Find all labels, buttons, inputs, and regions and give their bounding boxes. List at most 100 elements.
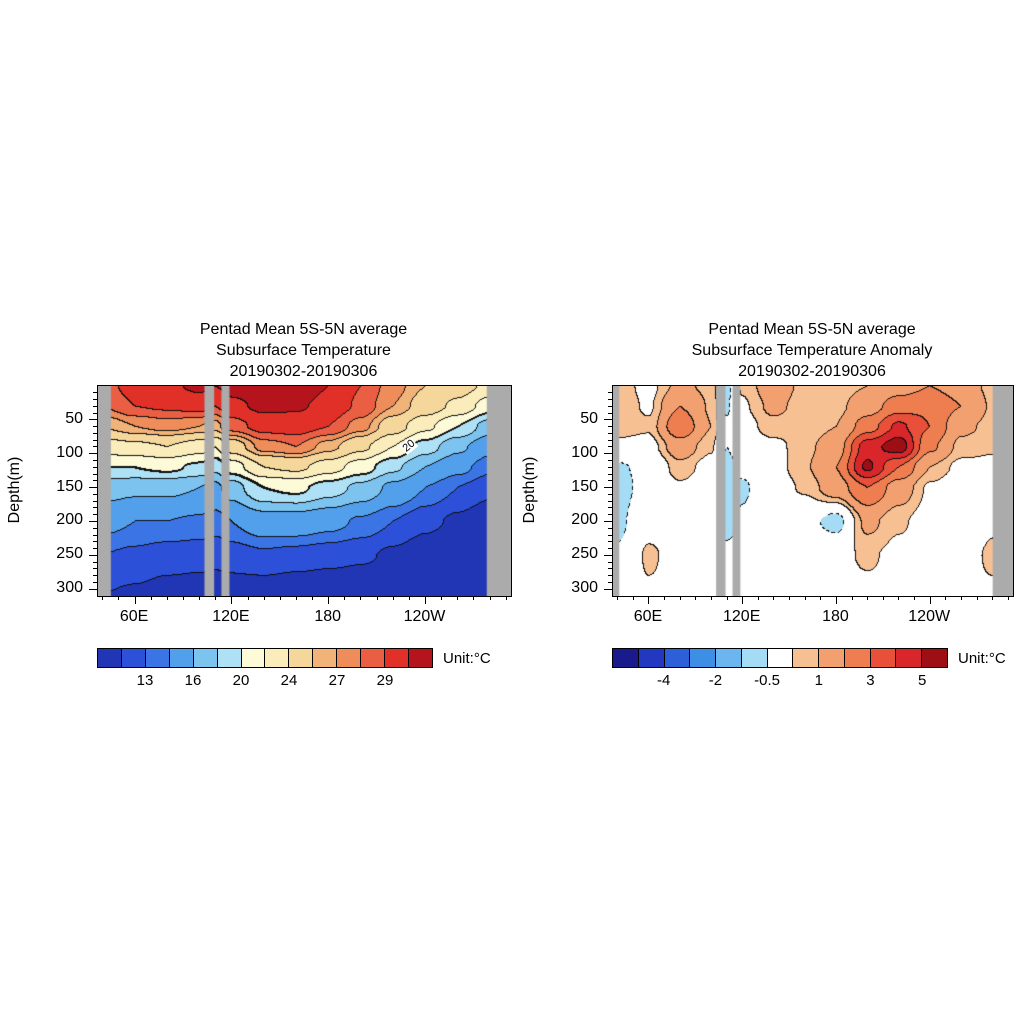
chart-title: Pentad Mean 5S-5N average Subsurface Tem… [97,319,510,382]
x-tick-label: 180 [314,608,342,625]
y-minor-tick [608,480,612,482]
colorbar-cell [360,649,385,667]
x-minor-tick [118,596,120,600]
y-minor-tick [608,527,612,529]
y-minor-tick [608,473,612,475]
colorbar-cell [637,649,664,667]
x-tick-label: 120E [723,608,761,625]
x-minor-tick [392,596,394,600]
y-minor-tick [93,412,97,414]
y-tick-label: 100 [56,443,83,461]
y-major-tick [89,588,97,590]
y-tick-label: 150 [571,477,598,495]
x-tick-label: 120W [908,608,951,625]
colorbar-tick-label: 13 [136,672,154,689]
y-minor-tick [608,575,612,577]
x-major-tick [929,596,931,604]
x-minor-tick [820,596,822,600]
y-minor-tick [93,405,97,407]
x-minor-tick [150,596,152,600]
y-major-tick [604,419,612,421]
colorbar-cell [264,649,289,667]
x-tick-label: 180 [822,608,849,625]
y-minor-tick [93,548,97,550]
colorbar-tick-label: 29 [376,672,394,689]
x-minor-tick [1007,596,1009,600]
x-minor-tick [183,596,184,600]
x-minor-tick [757,596,759,600]
y-minor-tick [608,507,612,509]
x-minor-tick [726,596,728,600]
x-tick-label: 120W [403,608,446,625]
y-minor-tick [93,460,97,462]
colorbar-cell [98,649,121,667]
anomaly-contour-canvas [613,386,1013,596]
y-minor-tick [608,399,612,401]
colorbar-cell [740,649,767,667]
x-minor-tick [344,596,346,600]
x-tick-label: 60E [633,608,663,625]
y-major-tick [89,453,97,455]
y-minor-tick [608,439,612,441]
x-minor-tick [617,596,619,600]
colorbar-tick-label: 16 [184,672,202,689]
y-minor-tick [93,527,97,529]
x-minor-tick [215,596,217,600]
chart-title: Pentad Mean 5S-5N average Subsurface Tem… [612,319,1012,382]
temperature-contour-canvas [98,386,511,596]
y-minor-tick [608,460,612,462]
x-major-tick [835,596,837,604]
title-line-1: Pentad Mean 5S-5N average [708,321,916,338]
x-minor-tick [263,596,265,600]
y-minor-tick [93,561,97,563]
y-major-tick [89,520,97,522]
x-minor-tick [247,596,249,600]
x-major-tick [231,596,233,604]
x-minor-tick [851,596,853,600]
y-axis-label: Depth(m) [6,456,23,524]
colorbar-tick-label: -4 [657,672,671,689]
colorbar-cell [312,649,337,667]
colorbar-tick-label: 24 [280,672,298,689]
y-minor-tick [93,432,97,434]
colorbar-cell [613,649,638,667]
y-major-tick [604,588,612,590]
unit-label: Unit:°C [443,650,491,667]
colorbar-cell [921,649,947,667]
y-minor-tick [93,514,97,516]
y-minor-tick [608,392,612,394]
y-minor-tick [93,493,97,495]
y-major-tick [604,453,612,455]
title-line-3: 20190302-20190306 [229,363,378,380]
plot-area: 20 [89,385,512,604]
colorbar-tick-label: 1 [814,672,823,689]
x-minor-tick [408,596,410,600]
y-tick-label: 200 [571,511,598,529]
y-tick-label: 250 [56,545,83,563]
title-line-3: 20190302-20190306 [738,363,886,380]
colorbar-cell [120,649,145,667]
title-line-2: Subsurface Temperature [216,342,391,359]
y-minor-tick [608,446,612,448]
title-line-2: Subsurface Temperature Anomaly [691,342,933,359]
y-axis-label: Depth(m) [521,456,538,524]
colorbar-tick-label: 27 [328,672,346,689]
y-minor-tick [93,500,97,502]
y-minor-tick [93,446,97,448]
colorbar-cell [766,649,793,667]
y-tick-label: 50 [580,409,598,427]
y-tick-label: 300 [571,579,598,597]
x-minor-tick [679,596,681,600]
y-minor-tick [93,581,97,583]
y-minor-tick [608,534,612,536]
x-minor-tick [457,596,459,600]
colorbar-cell [336,649,361,667]
colorbar-cell [818,649,844,667]
colorbar-cell [869,649,896,667]
x-minor-tick [695,596,697,600]
y-major-tick [604,487,612,489]
x-minor-tick [505,596,507,600]
y-minor-tick [93,392,97,394]
colorbar-tick-label: -0.5 [754,672,780,689]
y-tick-label: 100 [571,443,598,461]
